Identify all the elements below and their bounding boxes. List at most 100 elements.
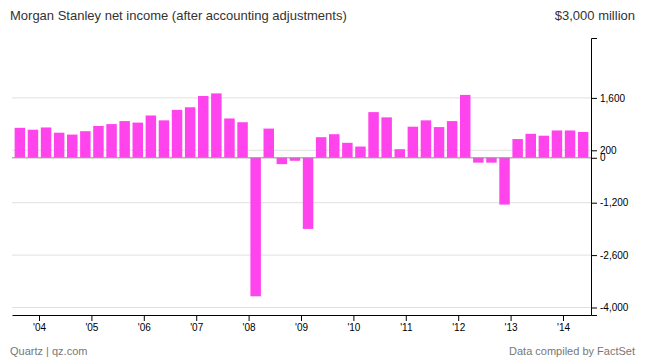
x-tick-mark <box>249 315 250 321</box>
x-tick: '04 <box>33 315 46 333</box>
bar <box>67 135 77 158</box>
bar <box>172 110 182 158</box>
bar <box>421 120 431 157</box>
bar <box>408 127 418 158</box>
y-axis: 1,6002000-1,200-2,600-4,000 <box>591 39 629 316</box>
y-axis-line <box>592 39 598 316</box>
grid-line <box>12 157 591 158</box>
bar <box>381 117 391 157</box>
x-tick: '12 <box>452 315 465 333</box>
x-tick-mark <box>563 315 564 321</box>
y-tick: -1,200 <box>591 197 629 208</box>
bar <box>159 120 169 157</box>
bar <box>329 134 339 158</box>
bar <box>119 121 129 158</box>
y-tick: -2,600 <box>591 250 629 261</box>
x-tick: '11 <box>400 315 413 333</box>
bar <box>526 134 536 158</box>
bars <box>15 93 589 296</box>
y-tick-label: -4,000 <box>600 302 629 313</box>
x-tick-label: '04 <box>33 322 46 333</box>
bar <box>224 118 234 157</box>
title: Morgan Stanley net income (after account… <box>10 8 347 23</box>
x-tick-label: '14 <box>557 322 570 333</box>
y-tick-mark <box>591 98 597 99</box>
bar <box>355 147 365 158</box>
bar <box>552 130 562 157</box>
grid <box>12 98 591 308</box>
x-tick: '13 <box>505 315 518 333</box>
bar <box>473 158 483 163</box>
x-tick-mark <box>511 315 512 321</box>
x-tick-mark <box>458 315 459 321</box>
x-tick-label: '05 <box>85 322 98 333</box>
y-tick-mark <box>591 255 597 256</box>
bar <box>434 127 444 158</box>
x-tick-label: '10 <box>347 322 360 333</box>
x-tick: '07 <box>190 315 203 333</box>
x-axis: '04 '05 '06 '07 '08 '09 '10 '11 '12 '13 '14 <box>13 315 592 333</box>
bar <box>106 124 116 158</box>
grid-line <box>12 97 591 98</box>
x-tick-mark <box>91 315 92 321</box>
x-tick: '14 <box>557 315 570 333</box>
bar <box>264 129 274 158</box>
x-tick: '09 <box>295 315 308 333</box>
bar <box>15 128 25 158</box>
bar <box>277 158 287 164</box>
grid-line <box>12 307 591 308</box>
y-tick-label: -2,600 <box>600 250 629 261</box>
bar <box>316 137 326 158</box>
bar <box>28 130 38 158</box>
footer: Data compiled by FactSet <box>509 345 635 357</box>
y-tick: 0 <box>591 152 606 163</box>
x-tick-label: '07 <box>190 322 203 333</box>
x-tick-label: '13 <box>505 322 518 333</box>
bar <box>565 130 575 157</box>
footer: Quartz | qz.com <box>10 345 87 357</box>
y-tick: 1,600 <box>591 93 625 104</box>
zero-line <box>12 157 591 158</box>
x-tick: '10 <box>347 315 360 333</box>
grid-line <box>12 255 591 256</box>
bar <box>198 96 208 158</box>
y-tick-label: -1,200 <box>600 197 629 208</box>
bar <box>512 139 522 158</box>
x-tick: '08 <box>243 315 256 333</box>
bar <box>133 123 143 158</box>
x-tick-label: '06 <box>138 322 151 333</box>
x-tick-mark <box>144 315 145 321</box>
y-tick-mark <box>591 203 597 204</box>
x-tick-mark <box>353 315 354 321</box>
y-tick-mark <box>591 150 597 151</box>
x-tick: '05 <box>85 315 98 333</box>
x-tick-label: '11 <box>400 322 413 333</box>
y-tick-label: 1,600 <box>600 93 625 104</box>
x-tick-mark <box>196 315 197 321</box>
x-tick-mark <box>39 315 40 321</box>
bar <box>578 132 588 158</box>
bar <box>342 143 352 158</box>
x-tick-label: '08 <box>243 322 256 333</box>
plot: '04'05'06'07'08'09'10'11'12'13'141,60020… <box>12 39 629 334</box>
bar <box>237 122 247 158</box>
bar <box>54 133 64 158</box>
subtitle: $3,000 million <box>555 8 635 23</box>
bar <box>80 131 90 158</box>
bar <box>93 126 103 158</box>
bar <box>41 127 51 157</box>
bar <box>146 115 156 157</box>
bar <box>539 136 549 158</box>
x-tick-label: '12 <box>452 322 465 333</box>
y-tick-label: 0 <box>600 152 606 163</box>
bar <box>250 158 260 297</box>
chart-svg: Morgan Stanley net income (after account… <box>0 0 645 363</box>
y-tick-mark <box>591 308 597 309</box>
y-tick-mark <box>591 158 597 159</box>
bar <box>185 107 195 158</box>
y-tick: -4,000 <box>591 302 629 313</box>
bar <box>303 158 313 229</box>
bar <box>368 112 378 158</box>
x-tick-label: '09 <box>295 322 308 333</box>
bar <box>499 158 509 205</box>
